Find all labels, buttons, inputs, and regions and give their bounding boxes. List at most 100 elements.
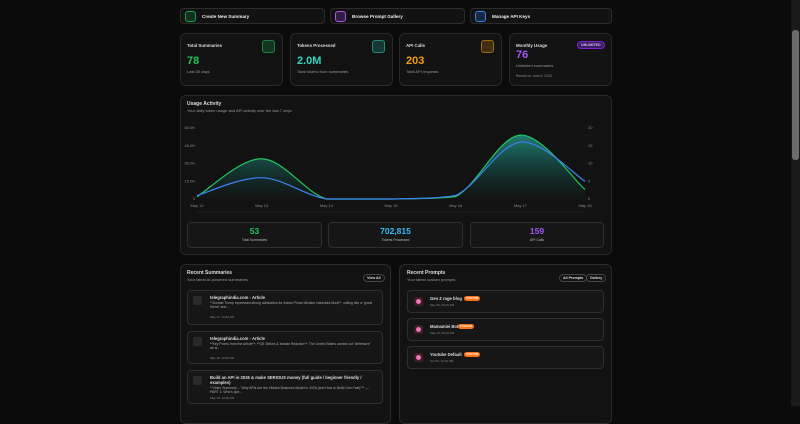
stat-note: Total API requests [406, 69, 439, 74]
section-title: Recent Summaries [187, 270, 233, 276]
total-label: Tokens Processed [381, 238, 410, 242]
stat-note: Last 30 days [187, 69, 210, 74]
prompt-title: Mamamiei Bot [430, 324, 459, 329]
total-box [328, 222, 463, 248]
item-icon [193, 296, 202, 305]
prompt-item[interactable] [407, 290, 604, 313]
item-icon [193, 337, 202, 346]
button-icon [475, 10, 486, 22]
prompt-icon-dot [416, 299, 421, 304]
stat-badge: UNLIMITED [577, 41, 605, 49]
y-tick-label: 0 [193, 196, 196, 201]
item-title: telegraphindia.com - Article [210, 295, 265, 300]
gallery-button[interactable]: Gallery [586, 274, 607, 282]
summary-item[interactable] [187, 370, 383, 404]
button-label: Manage API Keys [492, 13, 531, 19]
chart-title: Usage Activity [187, 101, 222, 107]
button-icon [185, 10, 196, 22]
prompt-title: Youtube Default [430, 352, 462, 357]
x-tick-label: May 17 [514, 203, 528, 208]
button-label: Browse Prompt Gallery [352, 13, 403, 19]
total-value: 53 [249, 226, 260, 236]
y2-tick-label: 15 [588, 143, 593, 148]
usage-chart: 0 15.0K 30.0K 45.0K 60.0K 0 5 10 15 20 May 12 May 1… [185, 125, 593, 213]
action-button[interactable]: Browse Prompt Gallery [330, 8, 465, 24]
stat-label: API Calls [406, 43, 426, 48]
stat-value: 78 [187, 55, 200, 67]
stat-icon [481, 40, 494, 53]
x-tick-label: May 14 [320, 203, 334, 208]
x-tick-label: May 18 [578, 203, 592, 208]
line [196, 141, 586, 200]
prompt-icon-dot [416, 327, 421, 332]
prompt-item[interactable] [407, 346, 604, 369]
prompt-badge: CUSTOM [457, 323, 474, 329]
total-box [187, 222, 322, 248]
x-tick-label: May 16 [449, 203, 463, 208]
prompt-item[interactable] [407, 318, 604, 341]
prompt-icon-dot [416, 355, 421, 360]
total-label: API Calls [530, 238, 544, 242]
item-date: May 17, 12:46 AM [210, 315, 235, 319]
item-excerpt: **Key Points from the Article**: **US St… [210, 342, 371, 351]
x-tick-label: May 12 [190, 203, 204, 208]
stat-label: Monthly Usage [516, 43, 548, 48]
stat-note: Total tokens from summaries [297, 69, 349, 74]
y-tick-label: 60.0K [185, 125, 196, 130]
section-title: Recent Prompts [407, 270, 446, 276]
prompt-title: Gen Z rage blog [430, 296, 462, 301]
stat-footnote: Resets on June 6, 2025 [516, 74, 552, 78]
stat-value: 76 [516, 49, 529, 61]
action-button[interactable]: Create New Summary [180, 8, 325, 24]
stat-label: Total Summaries [187, 43, 223, 48]
prompt-date: Oct 03, 10:30 PM [430, 359, 454, 363]
summary-item[interactable] [187, 290, 383, 325]
summary-item[interactable] [187, 331, 383, 364]
view-all-button[interactable]: View All [363, 274, 385, 282]
total-value: 159 [529, 226, 545, 236]
action-button[interactable]: Manage API Keys [470, 8, 612, 24]
item-date: May 16, 12:46 AM [210, 356, 235, 360]
x-tick-label: May 13 [255, 203, 269, 208]
section-subtitle: Your latest AI-powered summaries [187, 277, 248, 282]
prompt-badge: CUSTOM [464, 351, 481, 357]
page: Usage Activity Your daily token usage an… [180, 0, 800, 424]
chart-subtitle: Your daily token usage and API activity … [187, 108, 292, 113]
item-date: May 15, 10:30 AM [210, 396, 235, 400]
item-excerpt: **Video Summary – "Why APIs Are the Hidd… [210, 386, 369, 395]
prompt-date: May 09, 09:35 AM [430, 303, 455, 307]
stat-card [290, 33, 393, 86]
stat-value: 203 [406, 55, 425, 67]
stat-label: Tokens Processed [297, 43, 336, 48]
y-tick-label: 45.0K [185, 143, 196, 148]
stat-card [180, 33, 283, 86]
prompt-date: May 13, 09:30 AM [430, 331, 455, 335]
y2-tick-label: 20 [588, 125, 593, 130]
stat-note: Unlimited summaries [516, 63, 554, 68]
button-icon [335, 10, 346, 22]
all-prompts-button[interactable]: All Prompts [559, 274, 588, 282]
stat-value: 2.0M [297, 55, 322, 67]
scroll-thumb[interactable] [792, 30, 799, 160]
y2-tick-label: 0 [588, 196, 591, 201]
prompts-card [399, 264, 612, 424]
stat-card [399, 33, 502, 86]
prompt-badge: CUSTOM [464, 295, 481, 301]
section-subtitle: Your latest custom prompts [407, 277, 456, 282]
item-icon [193, 376, 202, 385]
x-tick-label: May 15 [384, 203, 398, 208]
y-tick-label: 30.0K [185, 161, 196, 166]
y2-tick-label: 5 [588, 178, 591, 183]
total-value: 702,815 [380, 226, 411, 236]
y-tick-label: 15.0K [185, 178, 196, 183]
y2-tick-label: 10 [588, 161, 593, 166]
total-label: Total Summaries [241, 238, 268, 242]
scrollbar[interactable] [791, 0, 800, 406]
stat-icon [262, 40, 275, 53]
button-label: Create New Summary [202, 13, 250, 19]
item-excerpt: **Donald Trump expressed strong admirati… [210, 301, 372, 310]
item-title: telegraphindia.com - Article [210, 336, 265, 341]
area [197, 135, 585, 199]
total-box [470, 222, 604, 248]
item-title: Build an API in 2026 & make SERIOUS mone… [210, 375, 362, 386]
